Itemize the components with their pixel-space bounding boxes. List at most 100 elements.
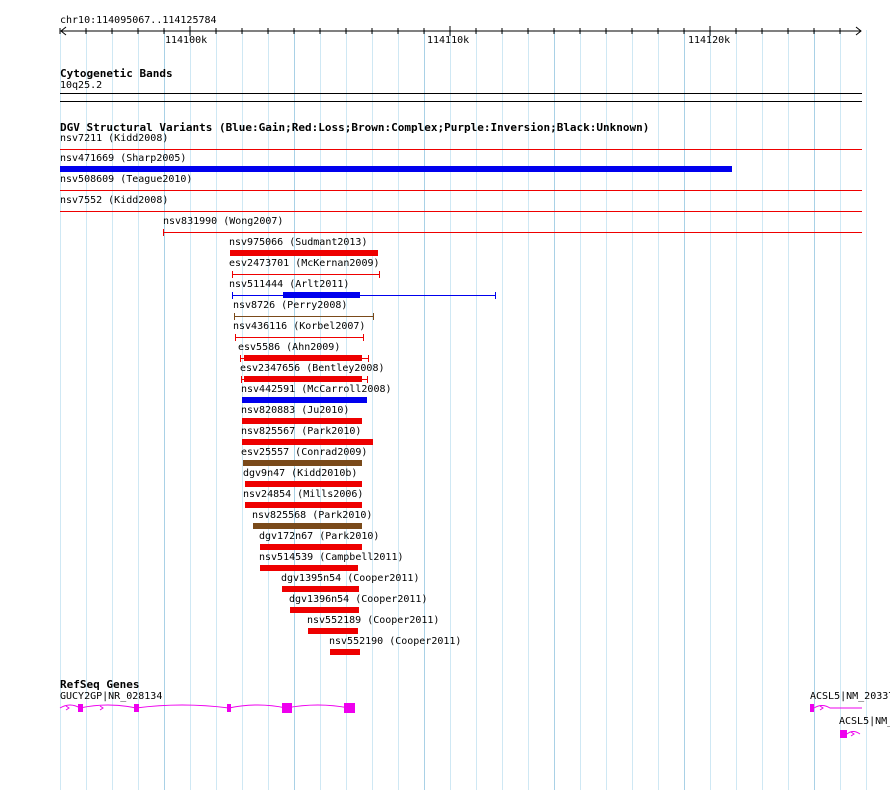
variant-label[interactable]: nsv7552 (Kidd2008) [60,195,169,206]
variant-end-cap [163,229,164,236]
grid-line [60,30,61,790]
variant-label[interactable]: nsv471669 (Sharp2005) [60,153,187,164]
grid-line [606,30,607,790]
variant-feature[interactable] [242,418,362,424]
variant-end-cap [232,271,233,278]
grid-line [398,30,399,790]
grid-line [632,30,633,790]
grid-line [164,30,165,790]
variant-label[interactable]: nsv511444 (Arlt2011) [229,279,350,290]
variant-label[interactable]: dgv172n67 (Park2010) [259,531,380,542]
refseq-track-title[interactable]: RefSeq Genes [60,678,140,691]
variant-label[interactable]: dgv1396n54 (Cooper2011) [289,594,428,605]
variant-feature[interactable] [60,190,862,191]
variant-label[interactable]: esv5586 (Ahn2009) [238,342,341,353]
exon [840,730,847,738]
grid-line [710,30,711,790]
variant-end-cap [234,313,235,320]
variant-feature[interactable] [290,607,359,613]
variant-feature[interactable] [260,565,358,571]
variant-feature[interactable] [235,337,364,338]
variant-feature[interactable] [245,481,362,487]
gene-label[interactable]: ACSL5|NM_ [839,716,890,727]
variant-end-cap [379,271,380,278]
variant-feature[interactable] [163,232,862,233]
grid-line [762,30,763,790]
variant-feature[interactable] [60,166,732,172]
exon [134,704,139,712]
ruler-label-114100k: 114100k [165,35,208,46]
variant-feature[interactable] [60,211,862,212]
variant-label[interactable]: nsv7211 (Kidd2008) [60,133,169,144]
cytoband-bar-top [60,93,862,94]
variant-feature[interactable] [242,397,367,403]
variant-feature[interactable] [232,295,496,296]
grid-line [788,30,789,790]
variant-feature[interactable] [232,274,380,275]
variant-feature[interactable] [245,502,362,508]
cytoband-label: 10q25.2 [60,80,103,91]
grid-line [294,30,295,790]
variant-end-cap [368,355,369,362]
gene-model-acsl5-1 [810,704,862,712]
variant-feature[interactable] [260,544,362,550]
variant-label[interactable]: nsv436116 (Korbel2007) [233,321,366,332]
variant-label[interactable]: nsv975066 (Sudmant2013) [229,237,368,248]
ruler-location: chr10:114095067..114125784 [60,15,217,26]
variant-label[interactable]: nsv442591 (McCarroll2008) [241,384,392,395]
variant-label[interactable]: nsv514539 (Campbell2011) [259,552,404,563]
ruler-scale[interactable] [58,25,864,37]
variant-label[interactable]: nsv24854 (Mills2006) [243,489,364,500]
grid-line [866,30,867,790]
exon [227,704,231,712]
variant-end-cap [235,334,236,341]
grid-line [346,30,347,790]
variant-feature[interactable] [230,250,378,256]
variant-feature-core[interactable] [244,376,362,382]
variant-label[interactable]: nsv820883 (Ju2010) [241,405,350,416]
grid-line [190,30,191,790]
grid-line [554,30,555,790]
variant-feature[interactable] [308,628,358,634]
gene-models[interactable] [0,698,890,743]
ruler-label-114120k: 114120k [688,35,731,46]
variant-feature[interactable] [243,460,362,466]
gene-label[interactable]: ACSL5|NM_20337 [810,691,890,702]
variant-label[interactable]: nsv8726 (Perry2008) [233,300,348,311]
variant-feature[interactable] [60,149,862,150]
variant-feature[interactable] [330,649,360,655]
variant-label[interactable]: nsv552189 (Cooper2011) [307,615,440,626]
grid-line [86,30,87,790]
grid-line [476,30,477,790]
grid-line [216,30,217,790]
grid-line [424,30,425,790]
variant-feature[interactable] [253,523,362,529]
variant-label[interactable]: dgv9n47 (Kidd2010b) [243,468,358,479]
variant-label[interactable]: dgv1395n54 (Cooper2011) [281,573,420,584]
grid-line [502,30,503,790]
variant-feature[interactable] [234,316,374,317]
variant-end-cap [241,376,242,383]
grid-line [372,30,373,790]
variant-end-cap [495,292,496,299]
variant-label[interactable]: esv25557 (Conrad2009) [241,447,368,458]
cytoband-bar-bottom [60,101,862,102]
variant-label[interactable]: nsv508609 (Teague2010) [60,174,193,185]
variant-feature-core[interactable] [244,355,362,361]
grid-line [450,30,451,790]
variant-feature-core[interactable] [283,292,360,298]
variant-label[interactable]: nsv552190 (Cooper2011) [329,636,462,647]
variant-feature[interactable] [282,586,359,592]
cytoband-track-title[interactable]: Cytogenetic Bands [60,67,173,80]
variant-label[interactable]: esv2347656 (Bentley2008) [240,363,385,374]
grid-line [736,30,737,790]
exon [810,704,814,712]
variant-label[interactable]: nsv825567 (Park2010) [241,426,362,437]
dgv-track-title[interactable]: DGV Structural Variants (Blue:Gain;Red:L… [60,121,650,134]
variant-label[interactable]: nsv831990 (Wong2007) [163,216,284,227]
variant-label[interactable]: nsv825568 (Park2010) [252,510,373,521]
gene-label[interactable]: GUCY2GP|NR_028134 [60,691,163,702]
variant-feature[interactable] [242,439,373,445]
variant-label[interactable]: esv2473701 (McKernan2009) [229,258,380,269]
